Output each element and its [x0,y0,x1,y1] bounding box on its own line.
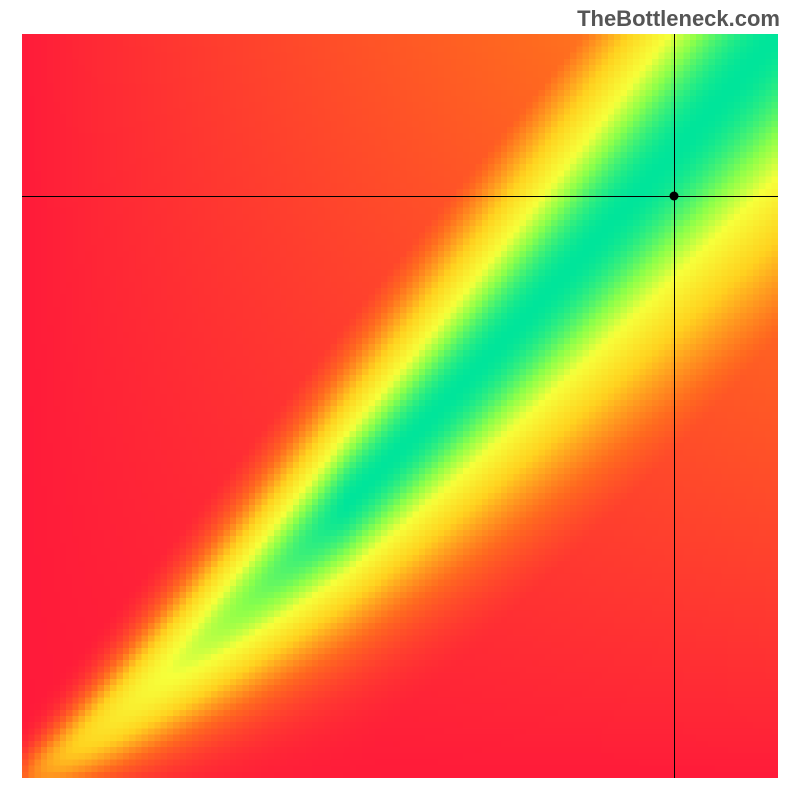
crosshair-horizontal-line [22,196,778,197]
watermark-text: TheBottleneck.com [577,6,780,32]
bottleneck-heatmap [22,34,778,778]
heatmap-canvas [22,34,778,778]
crosshair-vertical-line [674,34,675,778]
selection-marker[interactable] [669,192,678,201]
